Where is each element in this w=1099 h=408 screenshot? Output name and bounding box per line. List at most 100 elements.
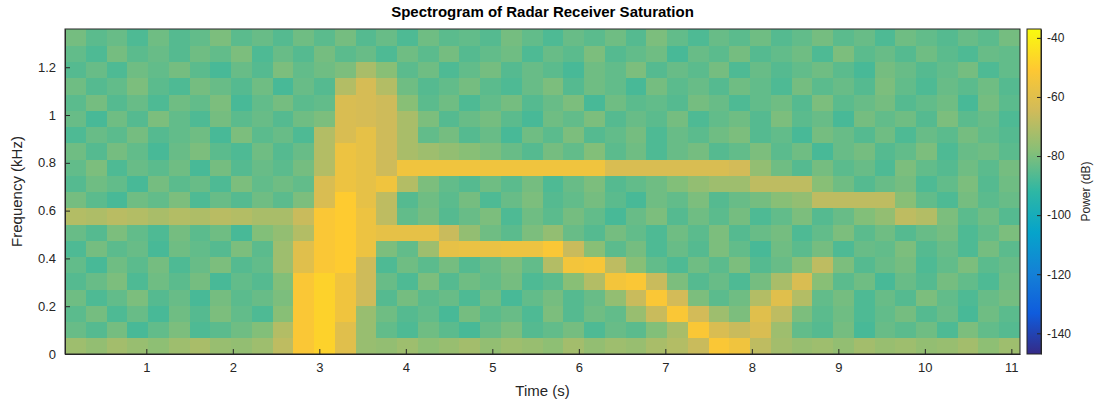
cell xyxy=(688,127,709,144)
cell xyxy=(812,224,833,241)
x-tick-label: 7 xyxy=(662,360,669,375)
cell xyxy=(501,322,522,339)
cell xyxy=(688,289,709,306)
cell xyxy=(65,305,86,322)
cell xyxy=(916,322,937,339)
cell xyxy=(958,143,979,160)
cell xyxy=(190,224,211,241)
cell xyxy=(65,94,86,111)
cell xyxy=(86,62,107,79)
cell xyxy=(273,257,294,274)
cell xyxy=(148,175,169,192)
cell xyxy=(501,110,522,127)
cell xyxy=(293,338,314,354)
x-tick-mark xyxy=(579,349,580,354)
cell xyxy=(584,62,605,79)
cell xyxy=(273,94,294,111)
cell xyxy=(875,159,896,176)
cell xyxy=(252,159,273,176)
cell xyxy=(688,224,709,241)
cell xyxy=(480,224,501,241)
y-tick-mark xyxy=(65,115,70,116)
cell xyxy=(916,192,937,209)
cell xyxy=(584,208,605,225)
cell xyxy=(626,127,647,144)
cell xyxy=(833,78,854,95)
cell xyxy=(688,175,709,192)
cell xyxy=(584,175,605,192)
cell xyxy=(273,289,294,306)
cell xyxy=(729,305,750,322)
cell xyxy=(937,338,958,354)
cell xyxy=(210,338,231,354)
cell xyxy=(646,78,667,95)
cell xyxy=(709,45,730,62)
cell xyxy=(999,159,1020,176)
y-tick-mark xyxy=(65,211,70,212)
cell xyxy=(895,175,916,192)
cell xyxy=(314,143,335,160)
cell xyxy=(293,192,314,209)
cell xyxy=(833,175,854,192)
cell xyxy=(356,322,377,339)
cell xyxy=(833,192,854,209)
cell xyxy=(958,208,979,225)
cell xyxy=(293,273,314,290)
cell xyxy=(335,257,356,274)
cell xyxy=(107,289,128,306)
cell xyxy=(875,273,896,290)
cell xyxy=(729,257,750,274)
cell xyxy=(418,192,439,209)
cell xyxy=(729,338,750,354)
cell xyxy=(501,62,522,79)
cell xyxy=(626,208,647,225)
cell xyxy=(86,192,107,209)
cell xyxy=(709,62,730,79)
cell xyxy=(999,175,1020,192)
cell xyxy=(688,322,709,339)
cell xyxy=(667,143,688,160)
cell xyxy=(812,127,833,144)
cell xyxy=(356,305,377,322)
cell xyxy=(314,273,335,290)
x-tick-mark xyxy=(925,349,926,354)
cell xyxy=(812,110,833,127)
cell xyxy=(854,110,875,127)
cell xyxy=(750,289,771,306)
cell xyxy=(252,62,273,79)
cell xyxy=(190,240,211,257)
cell xyxy=(418,110,439,127)
cell xyxy=(127,208,148,225)
cell xyxy=(127,192,148,209)
cell xyxy=(833,62,854,79)
cell xyxy=(480,257,501,274)
cell xyxy=(231,94,252,111)
cell xyxy=(397,240,418,257)
cell xyxy=(439,45,460,62)
cell xyxy=(314,78,335,95)
cell xyxy=(937,127,958,144)
cell xyxy=(833,94,854,111)
cell xyxy=(688,273,709,290)
x-tick-mark xyxy=(1011,349,1012,354)
cell xyxy=(356,143,377,160)
cell xyxy=(273,110,294,127)
cell xyxy=(501,45,522,62)
cell xyxy=(688,94,709,111)
y-tick-label: 0 xyxy=(49,347,56,362)
cell xyxy=(293,175,314,192)
cell xyxy=(729,62,750,79)
cell xyxy=(190,289,211,306)
cell xyxy=(709,305,730,322)
cell xyxy=(127,305,148,322)
cell xyxy=(210,62,231,79)
cell xyxy=(169,257,190,274)
cell xyxy=(667,127,688,144)
cell xyxy=(750,62,771,79)
cell xyxy=(169,240,190,257)
cell xyxy=(563,338,584,354)
cell xyxy=(626,143,647,160)
cell xyxy=(978,159,999,176)
y-tick-label: 0.8 xyxy=(38,155,56,170)
cell xyxy=(169,143,190,160)
